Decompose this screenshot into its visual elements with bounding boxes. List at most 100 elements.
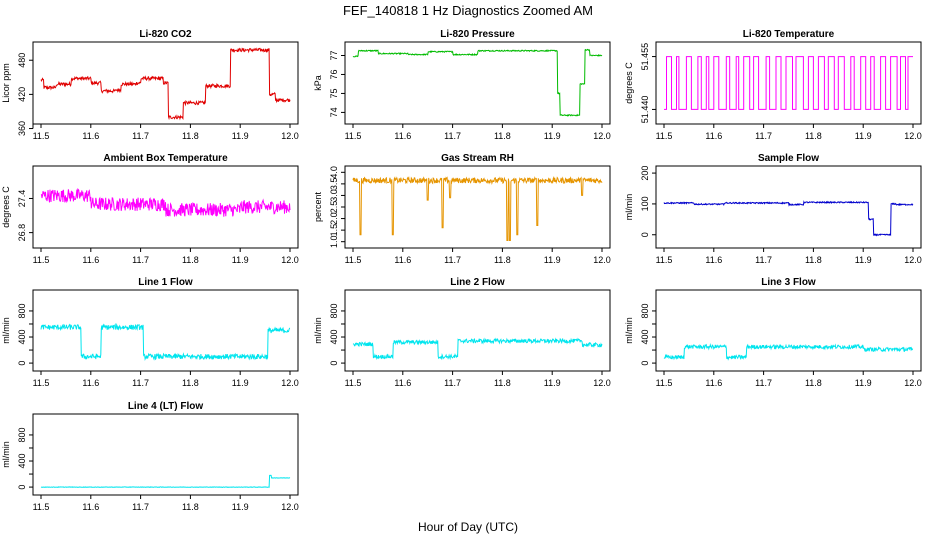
x-tick-label: 11.6 <box>394 131 411 141</box>
x-tick-label: 11.9 <box>232 131 249 141</box>
x-tick-label: 11.6 <box>82 131 99 141</box>
y-axis-label: percent <box>313 191 323 222</box>
x-tick-label: 11.9 <box>232 255 249 265</box>
panel-3: Li-820 Temperature degrees C 51.440 51.455 1… <box>624 29 922 141</box>
x-tick-label: 12.0 <box>904 255 922 265</box>
x-tick-label: 11.9 <box>232 502 249 512</box>
y-tick-label: 1.5 <box>329 224 339 237</box>
y-tick-label: 360 <box>17 121 27 136</box>
panel-title: Line 3 Flow <box>761 277 816 288</box>
y-tick-label: 800 <box>640 303 650 318</box>
x-tick-label: 11.5 <box>345 255 362 265</box>
panel-8: Line 2 Flow ml/min 0 400 800 11.5 11.6 11.7 11.8… <box>313 277 611 388</box>
y-tick-label: 27.4 <box>17 190 27 208</box>
y-tick-label: 0 <box>17 361 27 366</box>
plot-frame <box>32 289 299 372</box>
y-axis-label: degrees C <box>1 186 11 228</box>
panel-9: Line 3 Flow ml/min 0 400 800 11.5 11.6 11.7 11.8… <box>624 277 922 388</box>
y-tick-label: 400 <box>17 330 27 345</box>
y-tick-label: 51.455 <box>640 43 650 71</box>
x-tick-label: 11.5 <box>33 502 50 512</box>
x-tick-label: 11.6 <box>394 255 411 265</box>
x-tick-label: 11.6 <box>82 378 99 388</box>
x-tick-label: 11.9 <box>544 378 561 388</box>
x-tick-label: 12.0 <box>281 255 299 265</box>
x-tick-label: 11.7 <box>132 378 149 388</box>
y-tick-label: 480 <box>17 53 27 68</box>
x-tick-label: 11.6 <box>82 255 99 265</box>
panel-title: Li-820 Pressure <box>440 29 515 40</box>
x-tick-label: 11.7 <box>132 502 149 512</box>
y-tick-label: 76 <box>329 69 339 79</box>
plot-frame <box>32 413 299 496</box>
x-tick-label: 11.6 <box>705 131 722 141</box>
x-tick-label: 11.9 <box>544 131 561 141</box>
y-tick-label: 2.0 <box>329 212 339 225</box>
plot-frame <box>655 289 922 372</box>
panel-7: Line 1 Flow ml/min 0 400 800 11.5 11.6 11.7 11.8… <box>1 277 299 388</box>
panel-10: Line 4 (LT) Flow ml/min 0 400 800 11.5 11.6 11.… <box>1 401 299 512</box>
x-tick-label: 11.8 <box>494 255 511 265</box>
x-tick-label: 12.0 <box>281 378 299 388</box>
series-line <box>352 48 603 117</box>
y-tick-label: 77 <box>329 50 339 60</box>
y-tick-label: 0 <box>329 361 339 366</box>
x-tick-label: 11.5 <box>656 131 673 141</box>
y-tick-label: 0 <box>17 485 27 490</box>
x-tick-label: 11.7 <box>132 131 149 141</box>
y-tick-label: 74 <box>329 107 339 117</box>
y-tick-label: 800 <box>17 303 27 318</box>
x-tick-label: 11.9 <box>855 255 872 265</box>
y-tick-label: 51.440 <box>640 96 650 124</box>
panel-title: Line 4 (LT) Flow <box>128 401 204 412</box>
panel-6: Sample Flow ml/min 0 100 200 11.5 11.6 11.7 11.8… <box>624 153 922 265</box>
x-tick-label: 11.5 <box>33 131 50 141</box>
y-tick-label: 0 <box>640 232 650 237</box>
y-tick-label: 400 <box>17 454 27 469</box>
x-tick-label: 11.8 <box>494 378 511 388</box>
x-tick-label: 11.7 <box>755 131 772 141</box>
x-tick-label: 12.0 <box>593 131 611 141</box>
x-tick-label: 11.8 <box>494 131 511 141</box>
x-tick-label: 11.7 <box>755 378 772 388</box>
y-axis-label: ml/min <box>624 194 634 221</box>
y-tick-label: 100 <box>640 196 650 211</box>
y-tick-label: 200 <box>640 166 650 181</box>
x-tick-label: 11.9 <box>544 255 561 265</box>
x-tick-label: 11.9 <box>855 378 872 388</box>
x-tick-label: 11.8 <box>182 378 199 388</box>
x-tick-label: 11.8 <box>182 131 199 141</box>
y-tick-label: 1.0 <box>329 235 339 248</box>
panel-title: Line 2 Flow <box>450 277 505 288</box>
panel-2: Li-820 Pressure kPa 74 75 76 77 11.5 11.6 11.7 11… <box>313 29 611 141</box>
x-tick-label: 11.6 <box>705 378 722 388</box>
y-tick-label: 26.8 <box>17 224 27 242</box>
x-tick-label: 11.6 <box>394 378 411 388</box>
y-tick-label: 2.5 <box>329 201 339 214</box>
y-axis-label: ml/min <box>1 441 11 468</box>
series-line <box>664 56 913 110</box>
panel-title: Sample Flow <box>758 153 819 164</box>
x-tick-label: 11.8 <box>805 131 822 141</box>
x-tick-label: 11.5 <box>33 378 50 388</box>
figure-title: FEF_140818 1 Hz Diagnostics Zoomed AM <box>343 3 593 18</box>
figure-xlabel: Hour of Day (UTC) <box>418 520 518 534</box>
plot-frame <box>655 41 922 125</box>
x-tick-label: 11.8 <box>805 378 822 388</box>
panels-container: Li-820 CO2 Licor ppm 360 420 480 11.5 11.6 11.7… <box>1 29 922 512</box>
panel-title: Ambient Box Temperature <box>103 153 228 164</box>
series-line <box>352 337 603 361</box>
y-axis-label: ml/min <box>1 317 11 344</box>
y-axis-label: ml/min <box>624 317 634 344</box>
y-tick-label: 800 <box>329 303 339 318</box>
series-line <box>40 322 291 361</box>
x-tick-label: 11.5 <box>656 378 673 388</box>
series-line <box>663 200 914 237</box>
x-tick-label: 11.9 <box>855 131 872 141</box>
panel-title: Line 1 Flow <box>138 277 193 288</box>
y-tick-label: 420 <box>17 87 27 102</box>
y-tick-label: 800 <box>17 427 27 442</box>
x-tick-label: 12.0 <box>281 131 299 141</box>
series-line <box>40 474 291 488</box>
x-tick-label: 11.7 <box>755 255 772 265</box>
